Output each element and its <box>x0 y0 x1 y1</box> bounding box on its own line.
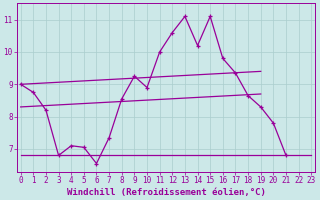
X-axis label: Windchill (Refroidissement éolien,°C): Windchill (Refroidissement éolien,°C) <box>67 188 265 197</box>
